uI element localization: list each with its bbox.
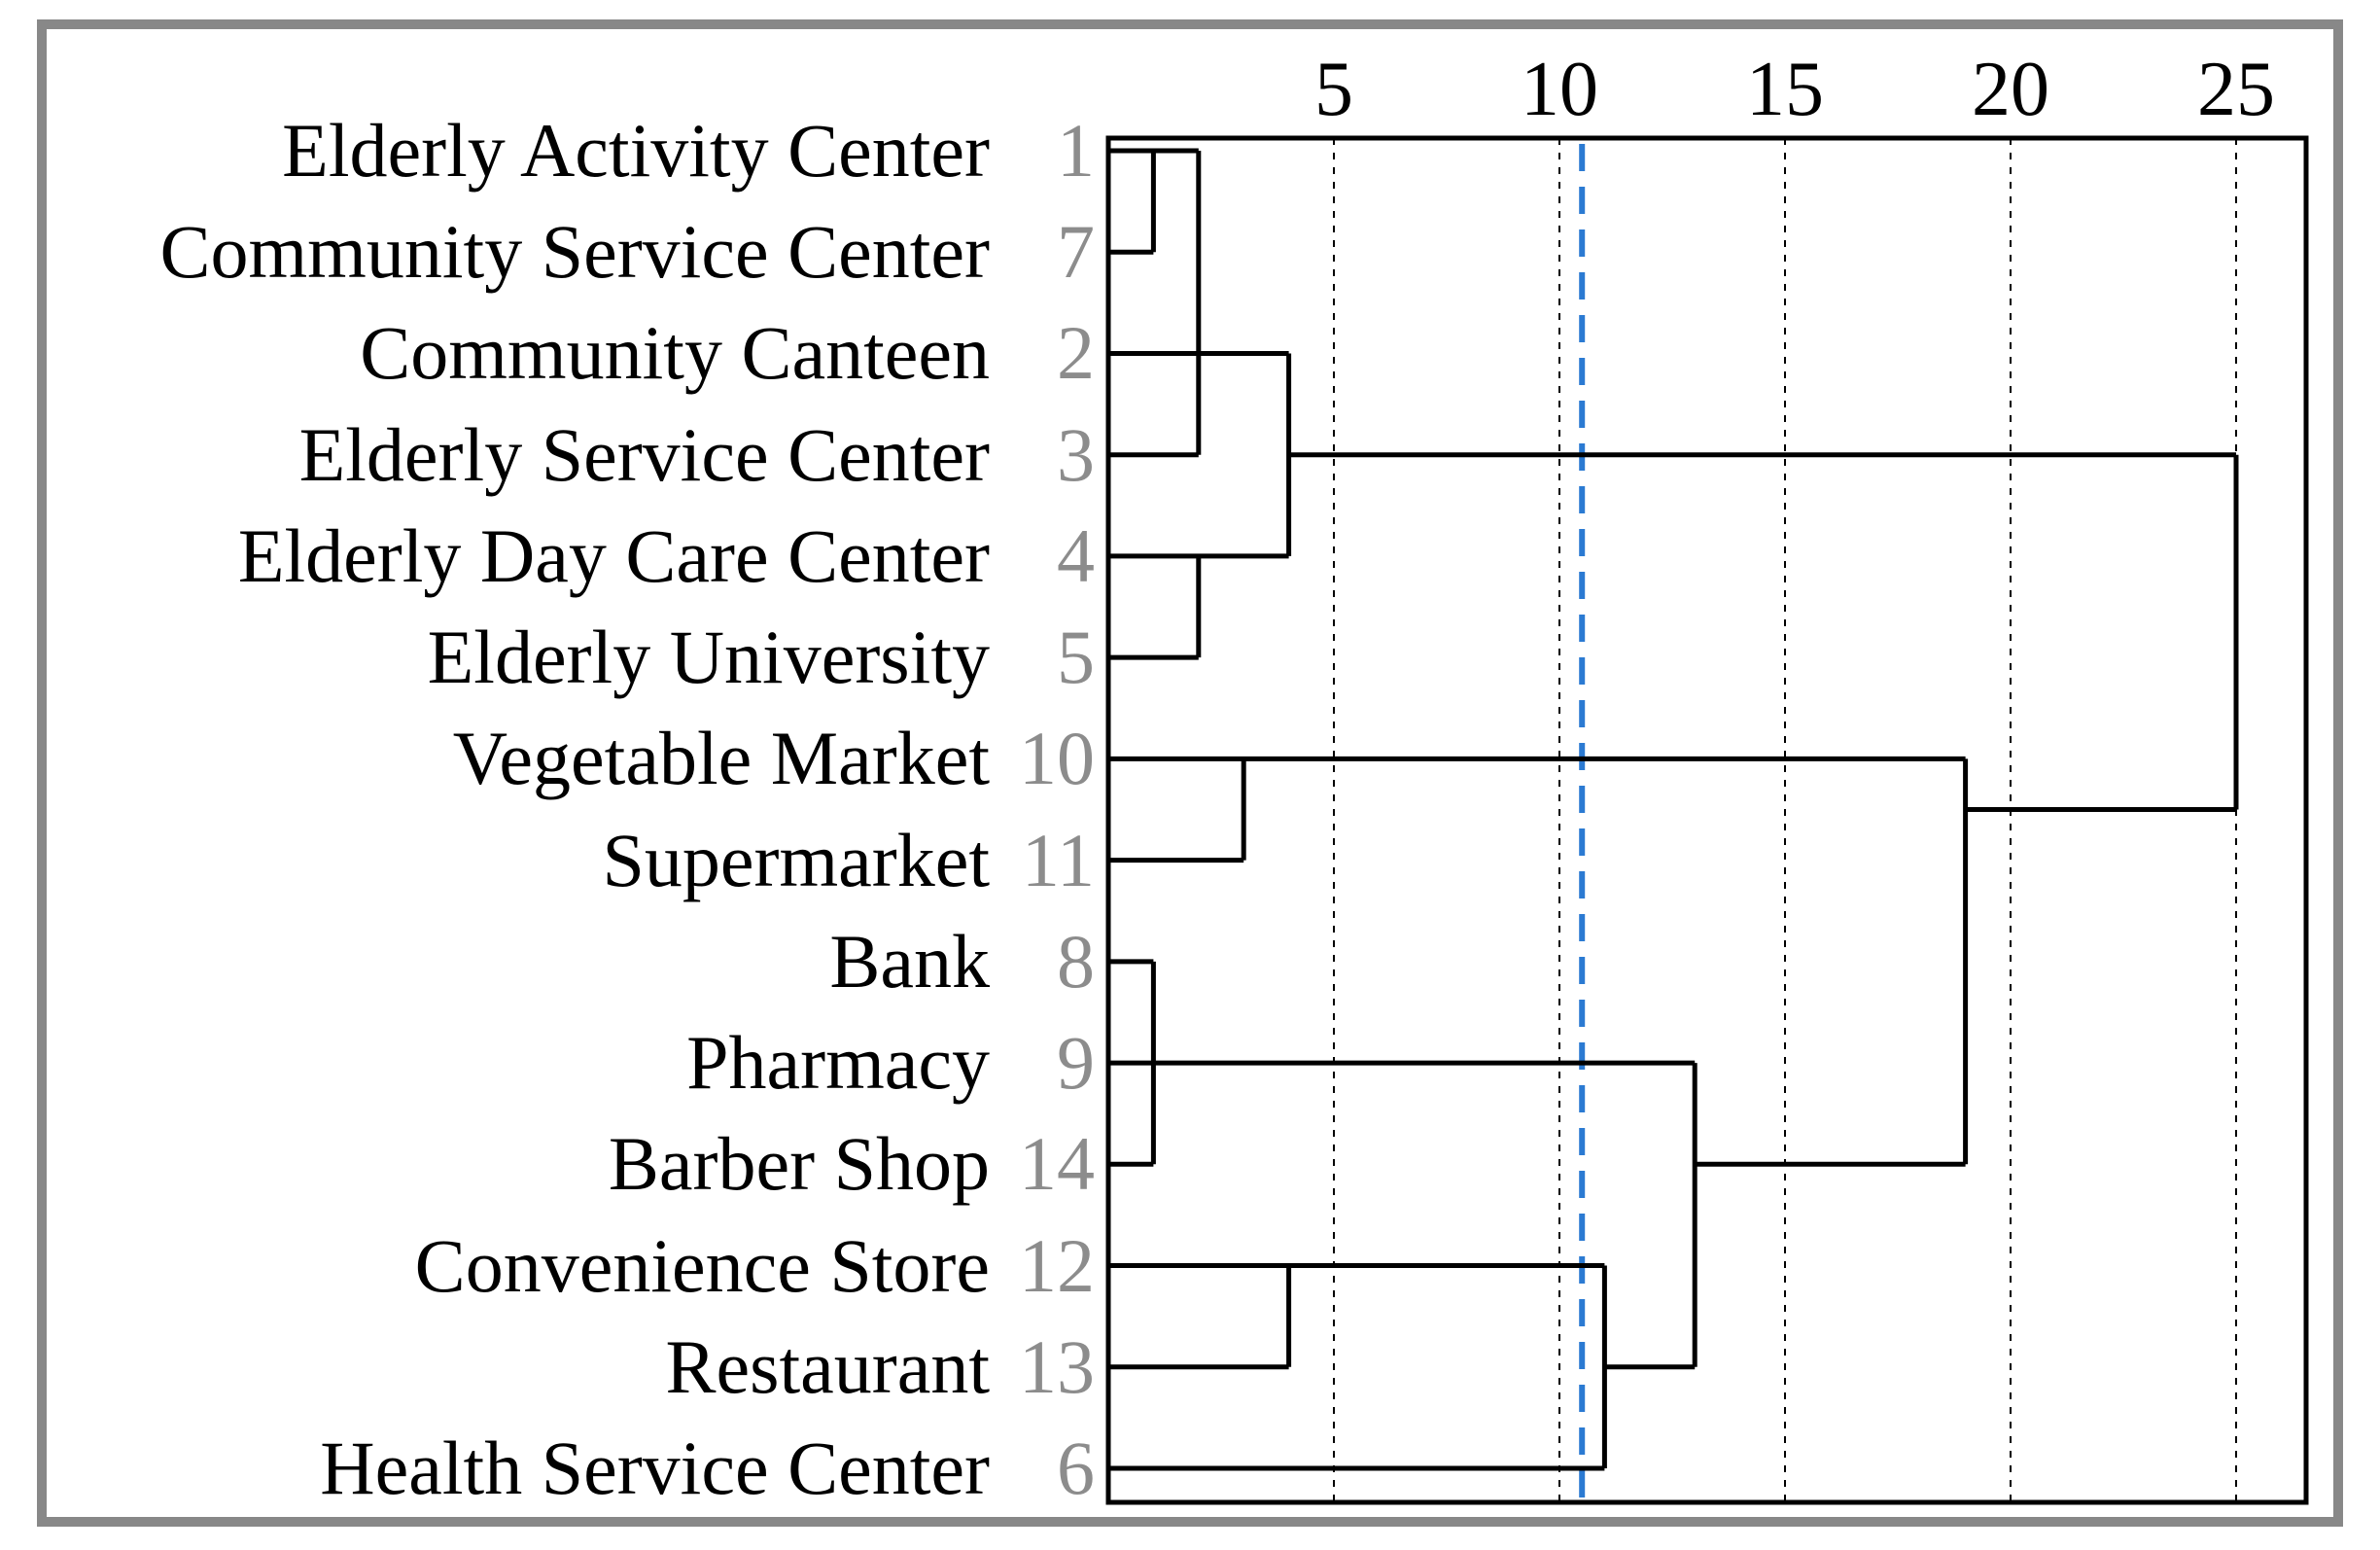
leaf-row: Community Canteen 2 [0, 315, 1095, 391]
leaf-label: Barber Shop [608, 1121, 990, 1207]
leaf-row: Bank 8 [0, 918, 1095, 1004]
leaf-label: Elderly Activity Center [282, 108, 990, 193]
leaf-label: Community Canteen [360, 310, 990, 396]
leaf-label: Elderly Day Care Center [237, 512, 990, 598]
leaf-label: Community Service Center [159, 209, 990, 295]
leaf-label: Bank [829, 918, 990, 1004]
leaf-row: Barber Shop 14 [0, 1126, 1095, 1202]
leaf-label: Pharmacy [686, 1020, 990, 1106]
leaf-id: 2 [1057, 310, 1095, 396]
leaf-row: Elderly Activity Center 1 [0, 113, 1095, 189]
leaf-label: Health Service Center [320, 1425, 990, 1510]
axis-tick-label: 20 [1972, 47, 2049, 132]
leaf-label: Supermarket [602, 817, 990, 902]
leaf-id: 8 [1057, 918, 1095, 1004]
leaf-id: 4 [1057, 512, 1095, 598]
leaf-row: Community Service Center 7 [0, 214, 1095, 290]
leaf-label: Elderly University [427, 615, 990, 700]
leaf-id: 7 [1057, 209, 1095, 295]
leaf-row: Elderly Day Care Center 4 [0, 512, 1095, 598]
leaf-id: 6 [1057, 1425, 1095, 1510]
axis-tick-label: 5 [1314, 47, 1353, 132]
leaf-row: Pharmacy 9 [0, 1025, 1095, 1101]
leaf-row: Elderly University 5 [0, 619, 1095, 695]
leaf-label: Restaurant [665, 1323, 990, 1409]
leaf-id: 10 [1019, 716, 1095, 801]
leaf-row: Health Service Center 6 [0, 1425, 1095, 1510]
figure-border [37, 19, 2343, 1527]
leaf-row: Convenience Store 12 [0, 1222, 1095, 1308]
plot-border [1105, 135, 2309, 1505]
leaf-label: Elderly Service Center [298, 411, 990, 497]
leaf-id: 14 [1019, 1121, 1095, 1207]
axis-tick-label: 25 [2197, 47, 2275, 132]
axis-tick-label: 10 [1521, 47, 1598, 132]
leaf-id: 13 [1019, 1323, 1095, 1409]
leaf-id: 5 [1057, 615, 1095, 700]
leaf-label: Convenience Store [414, 1222, 990, 1308]
leaf-id: 11 [1021, 817, 1095, 902]
leaf-id: 12 [1019, 1222, 1095, 1308]
leaf-row: Elderly Service Center 3 [0, 411, 1095, 497]
leaf-row: Supermarket 11 [0, 817, 1095, 902]
leaf-id: 9 [1057, 1020, 1095, 1106]
axis-tick-label: 15 [1746, 47, 1824, 132]
leaf-row: Restaurant 13 [0, 1323, 1095, 1409]
leaf-id: 3 [1057, 411, 1095, 497]
leaf-row: Vegetable Market 10 [0, 721, 1095, 796]
leaf-id: 1 [1057, 108, 1095, 193]
leaf-label: Vegetable Market [452, 716, 990, 801]
